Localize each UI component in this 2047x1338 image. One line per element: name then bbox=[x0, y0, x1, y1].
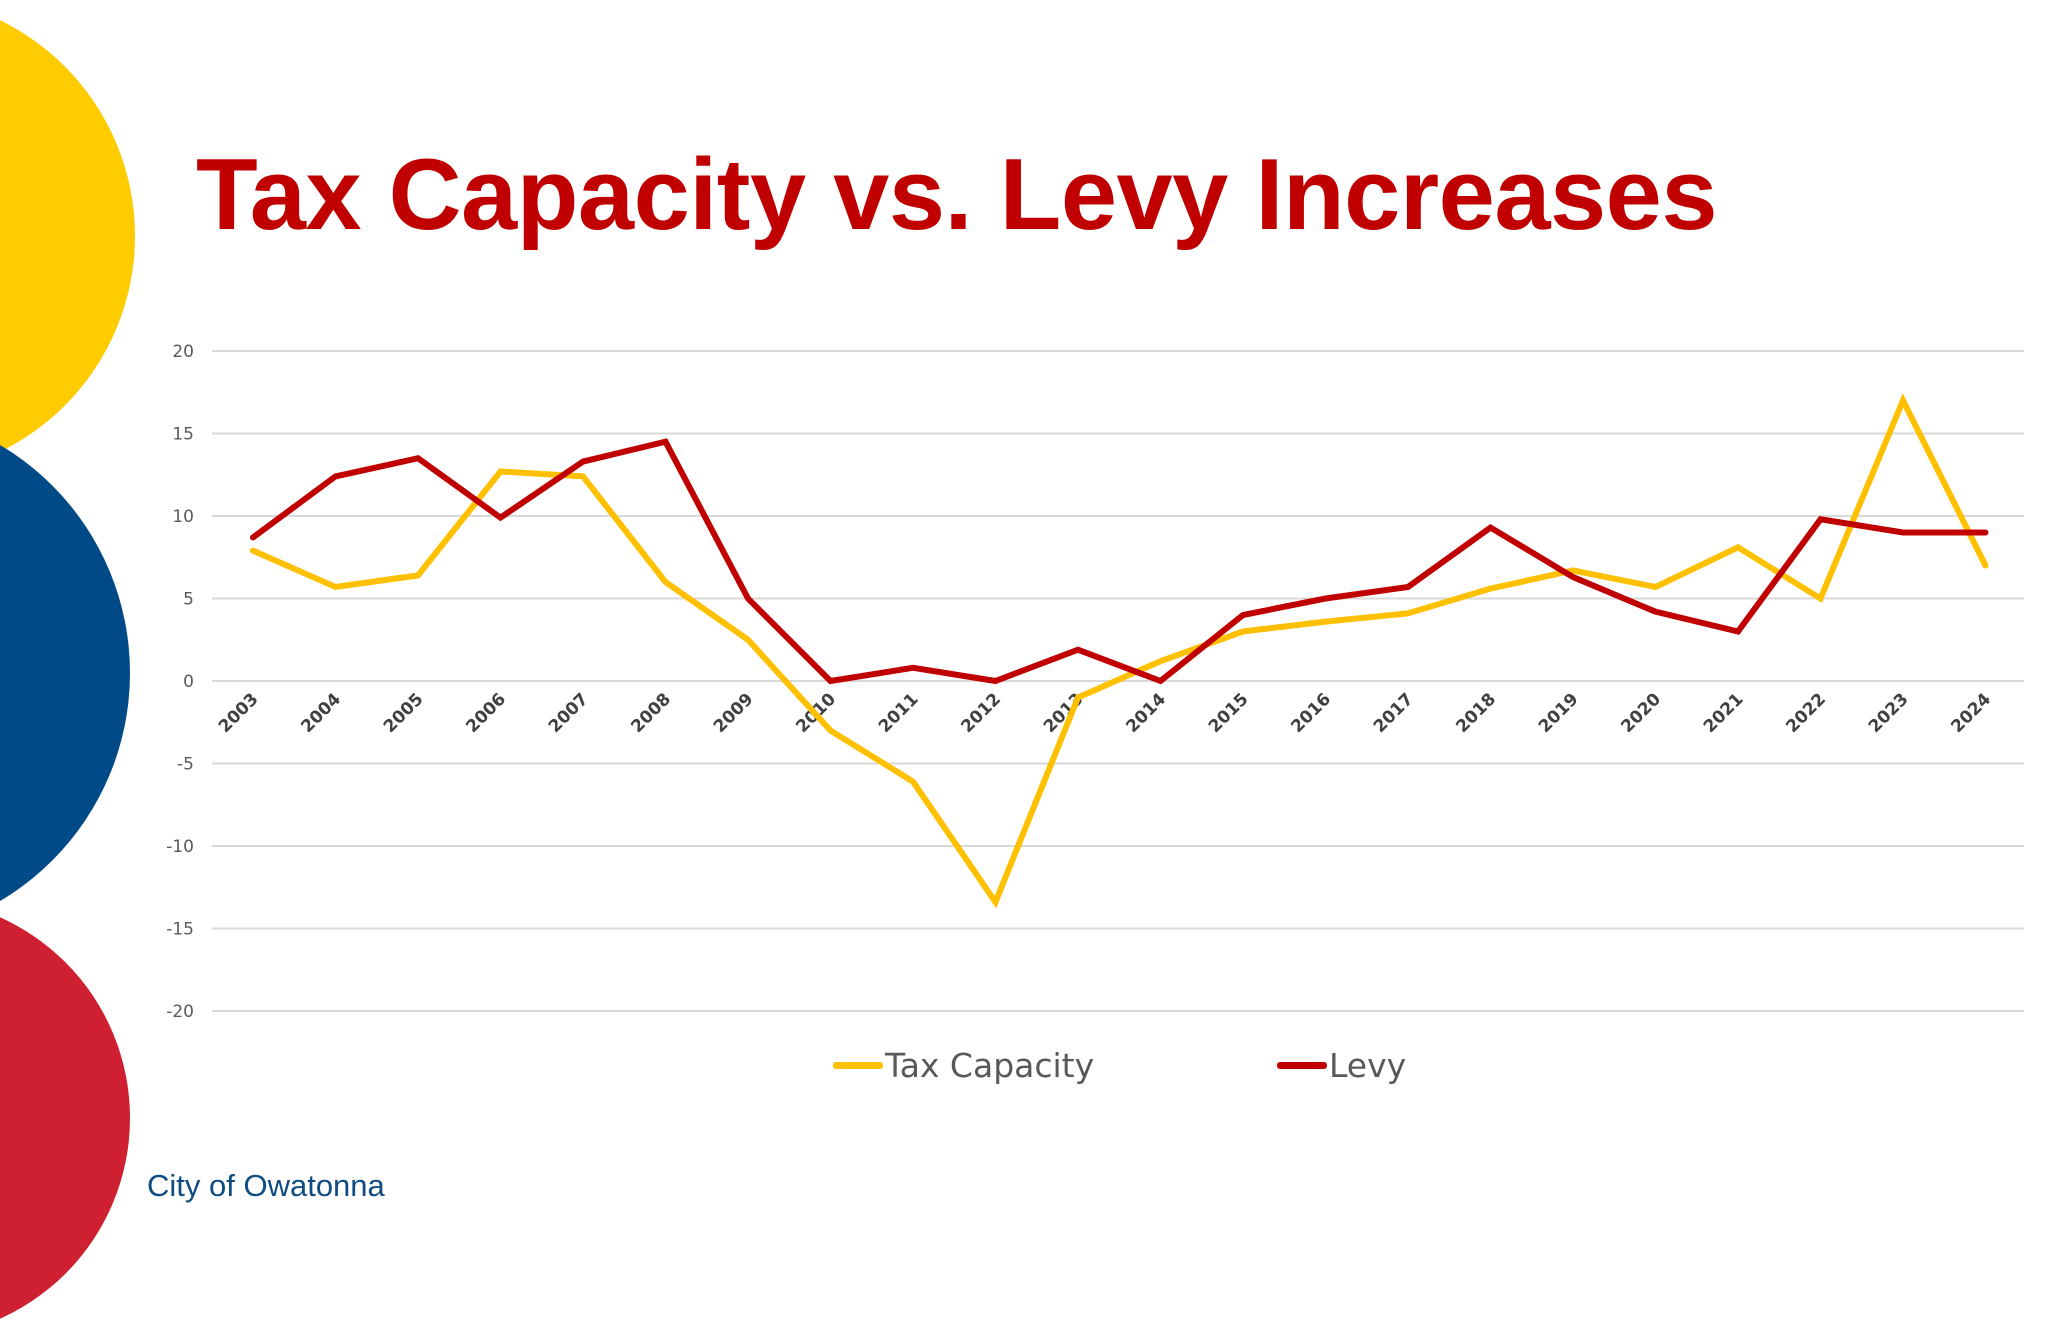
series-line-tax-capacity bbox=[250, 393, 1989, 909]
y-tick-label: 20 bbox=[172, 342, 194, 362]
x-tick-label: 2018 bbox=[1452, 689, 1500, 737]
x-tick-label: 2020 bbox=[1617, 689, 1665, 737]
legend-item-levy: Levy bbox=[1277, 1046, 1406, 1085]
x-tick-label: 2006 bbox=[462, 689, 510, 737]
x-tick-label: 2004 bbox=[297, 689, 345, 737]
series-lines bbox=[250, 393, 1989, 909]
y-tick-label: -5 bbox=[177, 755, 194, 775]
x-tick-label: 2008 bbox=[627, 689, 675, 737]
legend-swatch-tax-capacity bbox=[833, 1062, 883, 1069]
x-tick-label: 2019 bbox=[1535, 689, 1583, 737]
x-tick-label: 2024 bbox=[1947, 689, 1995, 737]
legend-label-levy: Levy bbox=[1329, 1046, 1407, 1085]
x-tick-label: 2022 bbox=[1782, 689, 1830, 737]
footer-organization-name: City of Owatonna bbox=[147, 1168, 385, 1203]
x-tick-label: 2021 bbox=[1700, 689, 1748, 737]
x-axis-ticks: 2003 2004 2005 2006 2007 2008 2009 2010 2011 2012… bbox=[215, 689, 1995, 737]
y-tick-label: -15 bbox=[166, 920, 194, 940]
slide-title: Tax Capacity vs. Levy Increases bbox=[196, 139, 1718, 251]
legend-label-tax-capacity: Tax Capacity bbox=[885, 1046, 1095, 1085]
y-tick-label: 5 bbox=[183, 590, 194, 610]
x-tick-label: 2015 bbox=[1205, 689, 1253, 737]
x-tick-label: 2016 bbox=[1287, 689, 1335, 737]
x-tick-label: 2007 bbox=[545, 689, 593, 737]
y-tick-label: 0 bbox=[183, 672, 194, 692]
x-tick-label: 2023 bbox=[1865, 689, 1913, 737]
y-tick-label: -10 bbox=[166, 837, 194, 857]
x-tick-label: 2011 bbox=[875, 689, 923, 737]
x-tick-label: 2012 bbox=[957, 689, 1005, 737]
x-tick-label: 2009 bbox=[710, 689, 758, 737]
y-tick-label: -20 bbox=[166, 1002, 194, 1022]
y-axis-ticks: 20 15 10 5 0 -5 -10 -15 -20 bbox=[166, 342, 194, 1022]
x-tick-label: 2017 bbox=[1370, 689, 1418, 737]
x-tick-label: 2003 bbox=[215, 689, 263, 737]
y-tick-label: 10 bbox=[172, 507, 194, 527]
legend-item-tax-capacity: Tax Capacity bbox=[833, 1046, 1094, 1085]
legend-swatch-levy bbox=[1277, 1062, 1327, 1069]
series-line-levy bbox=[250, 438, 1989, 685]
x-tick-label: 2014 bbox=[1122, 689, 1170, 737]
y-tick-label: 15 bbox=[172, 425, 194, 445]
x-tick-label: 2005 bbox=[380, 689, 428, 737]
